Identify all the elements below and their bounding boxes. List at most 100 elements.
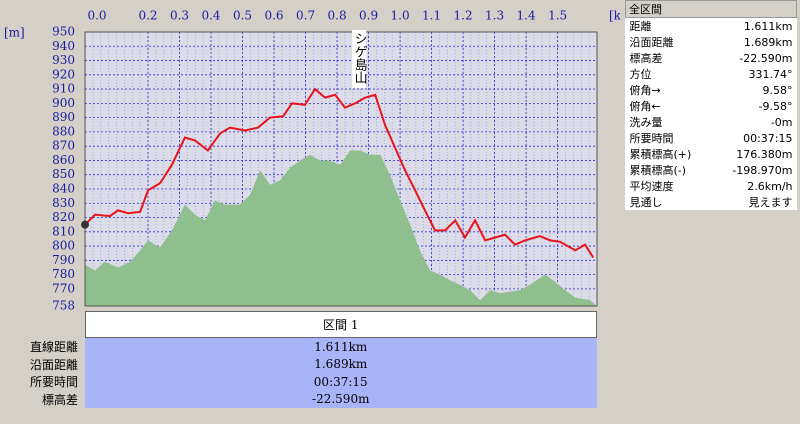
y-tick-label: 830 <box>52 196 75 210</box>
v: -9.58° <box>758 99 793 113</box>
v: 2.6km/h <box>747 179 793 193</box>
l: 俯角→ <box>629 84 661 97</box>
y-tick-label: 810 <box>52 224 75 238</box>
annotation: シゲ島山 <box>352 32 368 84</box>
x-tick-label: 0.5 <box>233 9 252 23</box>
summary-panel: 全区間距離 1.611km 沿面距離 1.689km 標高差 -22.590m 方位 331.… <box>625 0 797 210</box>
v: 331.74° <box>748 67 793 81</box>
y-tick-label: 890 <box>52 110 75 124</box>
l: 沿面距離 <box>629 36 674 49</box>
x-tick-label: 0.8 <box>328 9 347 23</box>
chart: [km] [m] 0.0 0.2 0.3 0.4 0.5 0.6 0.7 0.8 0.9 1.0 1… <box>4 9 620 312</box>
row: 所要時間 00:37:15 <box>626 130 797 146</box>
x-tick-label: 1.5 <box>548 9 567 23</box>
row: 所要時間 00:37:15 <box>0 373 597 391</box>
v: 1.689km <box>743 35 793 49</box>
row: 距離 1.611km <box>626 18 797 35</box>
header: 区間 1 <box>84 311 597 338</box>
v: 1.611km <box>743 19 793 33</box>
x-unit: [km] <box>609 9 620 23</box>
row: 沿面距離 1.689km <box>0 355 597 373</box>
l: 俯角← <box>629 100 661 113</box>
x-tick-label: 0.9 <box>359 9 378 23</box>
y-tick-label: 770 <box>52 281 75 295</box>
row: 区間 1 <box>0 311 597 338</box>
row: 沿面距離 1.689km <box>626 34 797 50</box>
x-tick-label: 0.4 <box>201 9 220 23</box>
l: 平均速度 <box>629 180 674 193</box>
row: 累積標高(-) -198.970m <box>626 162 797 178</box>
header: 全区間 <box>625 0 797 18</box>
x-tick-label: 1.1 <box>422 9 441 23</box>
x-tick-label: 0.6 <box>264 9 283 23</box>
start-marker <box>81 220 89 229</box>
y-tick-label: 880 <box>52 124 75 138</box>
l: 沿面距離 <box>29 357 78 372</box>
l: 方位 <box>629 68 652 81</box>
row: 俯角← -9.58° <box>626 98 797 114</box>
v: 00:37:15 <box>743 131 793 145</box>
row: 方位 331.74° <box>626 66 797 82</box>
y-tick-label: 930 <box>52 53 75 67</box>
v: 1.611km <box>85 337 597 356</box>
terrain-area <box>85 150 597 306</box>
y-tick-label: 870 <box>52 139 75 153</box>
y-tick-label: 940 <box>52 39 75 53</box>
l: 見通し <box>629 196 663 209</box>
y-tick-label: 900 <box>52 96 75 110</box>
plot-frame <box>84 31 598 307</box>
v: 00:37:15 <box>85 373 597 391</box>
l: 標高差 <box>41 392 78 407</box>
x-tick-label: 0.2 <box>138 9 157 23</box>
l: 標高差 <box>629 52 663 65</box>
v: -22.590m <box>739 51 793 65</box>
row: 累積標高(+) 176.380m <box>626 146 797 162</box>
y-unit: [m] <box>4 26 25 40</box>
y-tick-label: 758 <box>52 299 75 312</box>
row: 洗み量 -0m <box>626 114 797 130</box>
y-tick-label: 820 <box>52 210 75 224</box>
l: 洗み量 <box>629 116 663 129</box>
l: 累積標高(+) <box>629 148 692 161</box>
x-tick-label: 1.0 <box>391 9 410 23</box>
row: 平均速度 2.6km/h <box>626 178 797 194</box>
y-tick-label: 860 <box>52 153 75 167</box>
x-tick-label: 0.7 <box>296 9 315 23</box>
v: -0m <box>770 115 793 129</box>
v: 176.380m <box>736 147 793 161</box>
x-tick-label: 1.4 <box>517 9 536 23</box>
y-tick-label: 840 <box>52 181 75 195</box>
y-tick-label: 850 <box>52 167 75 181</box>
row: 全区間 <box>625 0 797 18</box>
y-tick-label: 800 <box>52 239 75 253</box>
l: 累積標高(-) <box>629 164 687 177</box>
route-line <box>84 87 595 259</box>
y-tick-label: 950 <box>52 25 75 39</box>
segment-panel: 区間 1 直線距離 1.611km 沿面距離 1.689km 所要時間 00:37:15 標高… <box>0 311 597 408</box>
l: 所要時間 <box>29 375 78 390</box>
v: -22.590m <box>85 390 597 408</box>
x-tick-label: 0.3 <box>170 9 189 23</box>
l: 所要時間 <box>629 132 674 145</box>
row: 見通し 見えます <box>626 194 797 210</box>
v: 1.689km <box>85 355 597 373</box>
v: 見えます <box>748 196 793 209</box>
l: 直線距離 <box>29 340 78 354</box>
x-tick-label: 0.0 <box>87 9 106 23</box>
row: 直線距離 1.611km <box>0 337 597 356</box>
l: 距離 <box>629 20 652 33</box>
v: -198.970m <box>732 163 793 177</box>
row: 標高差 -22.590m <box>626 50 797 66</box>
x-tick-label: 1.3 <box>485 9 504 23</box>
y-tick-label: 780 <box>52 267 75 281</box>
spacer <box>0 312 85 338</box>
row: 俯角→ 9.58° <box>626 82 797 98</box>
y-tick-label: 910 <box>52 82 75 96</box>
v: 9.58° <box>762 83 793 97</box>
y-tick-label: 920 <box>52 67 75 81</box>
annotation-bg <box>352 30 367 88</box>
x-tick-label: 1.2 <box>454 9 473 23</box>
y-tick-label: 790 <box>52 253 75 267</box>
row: 標高差 -22.590m <box>0 390 597 408</box>
